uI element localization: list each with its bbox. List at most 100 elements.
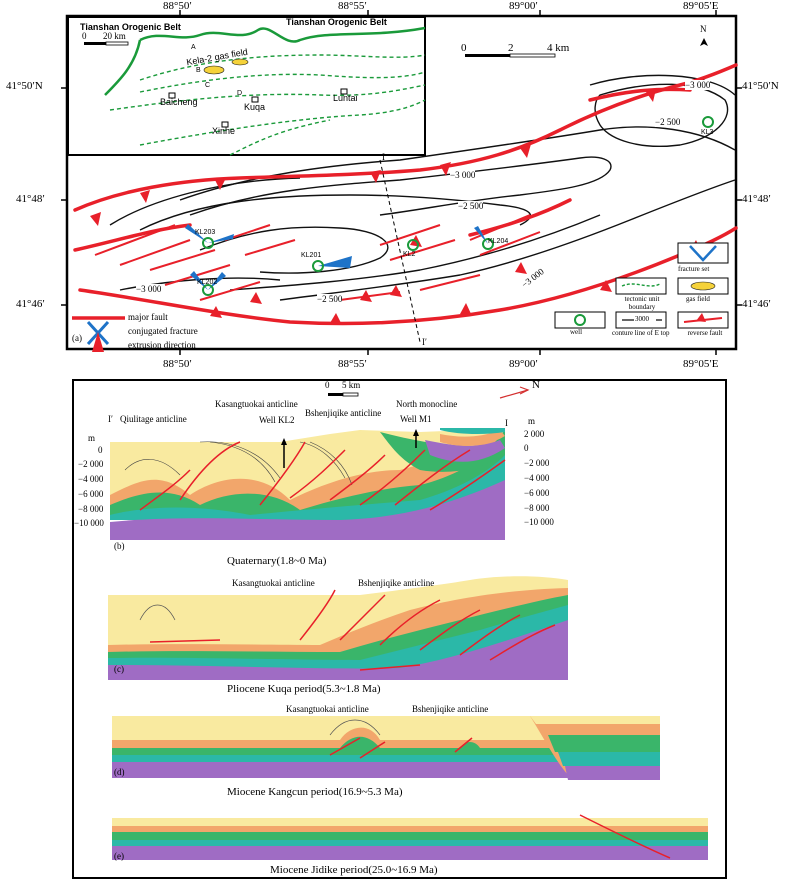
section-e-layers [112,818,708,860]
section-c-title-2: Bshenjiqike anticline [358,578,435,588]
section-c-caption: Pliocene Kuqa period(5.3~1.8 Ma) [227,683,381,695]
section-b-faults [139,441,506,511]
section-end-i-prime: I′ [422,337,427,347]
legend-reverse-fault: reverse fault [687,329,723,337]
depth-right-1: 0 [524,443,529,453]
inset-town-kuqa: Kuqa [244,102,266,112]
depth-left-0: 0 [98,445,103,455]
depth-left-1: −2 000 [78,459,104,469]
inset-zone-b: B [196,67,201,74]
map-north-label: N [700,24,707,34]
depth-left-2: −4 000 [78,474,104,484]
section-c-layers [108,576,568,680]
section-b-end-right: I [505,418,508,428]
coord-right-2: 41°48′ [742,193,771,205]
well-label-kl201: KL201 [301,252,322,259]
inset-town-markers [168,88,348,128]
coord-left-1: 41°50′N [6,80,43,92]
sections-frame [72,379,727,879]
depth-right-3: −4 000 [524,473,550,483]
inset-belt-left: Tianshan Orogenic Belt [80,22,181,32]
sections-north: N [532,379,540,391]
section-line [379,159,421,343]
depth-left-5: −10 000 [74,518,104,528]
well-markers [202,116,714,296]
legend-contour-value: 3000 [635,315,649,323]
section-b-title-1: Qiulitage anticline [120,414,187,424]
section-c-title-1: Kasangtuokai anticline [232,578,315,588]
inset-zone-c: C [205,82,211,89]
inset-zone-d: D [237,90,243,97]
inset-town-luntai: Luntai [333,93,358,103]
legend-extrusion-swatch [92,332,104,352]
inset-zone-a: A [191,44,196,51]
section-b-title-6: Well M1 [400,414,432,424]
section-d-caption: Miocene Kangcun period(16.9~5.3 Ma) [227,786,403,798]
map-svg [61,10,742,355]
map-scale-zero: 0 [461,42,467,54]
coord-bottom-2: 88°55′ [338,358,367,370]
well-label-kl203: KL203 [195,229,216,236]
section-end-i: I [382,152,385,162]
legend-tectonic-boundary: tectonic unit boundary [624,295,660,311]
section-e-panel: (e) [114,851,124,861]
contour-label-5: −2 500 [317,294,343,304]
inset-belt-right: Tianshan Orogenic Belt [286,17,387,27]
section-b-title-2: Kasangtuokai anticline [215,399,298,409]
inset-gas-field-1 [203,65,225,75]
scale-bar-black [465,54,510,57]
inset-scale-end: 20 km [103,31,126,41]
legend-gas-field: gas field [686,295,710,303]
section-d-faults [329,737,473,759]
well-label-kl2: KL2 [403,251,416,258]
section-b-caption: Quaternary(1.8~0 Ma) [227,555,327,567]
fault-teeth [90,89,702,325]
coord-top-4: 89°05′E [683,0,719,12]
section-e-caption: Miocene Jidike period(25.0~16.9 Ma) [270,864,438,876]
section-b-unit-left: m [88,433,96,443]
coord-left-3: 41°46′ [16,298,45,310]
well-label-kl202: KL202 [197,279,218,286]
section-b-title-4: Bshenjiqike anticline [305,408,382,418]
contour-label-2: −2 500 [655,117,681,127]
depth-right-0: 2 000 [524,429,545,439]
section-c-faults [149,589,556,671]
legend-major-fault: major fault [128,312,168,322]
inset-town-baicheng: Baicheng [160,97,198,107]
well-label-kl204: KL204 [488,238,509,245]
map-scale-end: 4 km [547,42,570,54]
well-label-kl3: KL3 [701,129,714,136]
map-scale-mid: 2 [508,42,514,54]
coord-top-1: 88°50′ [163,0,192,12]
section-b-title-5: North monocline [396,399,458,409]
sections-scale-end: 5 km [342,380,361,390]
section-c-panel: (c) [114,664,124,674]
section-b-title-3: Well KL2 [259,415,295,425]
inset-orogen-line [104,26,426,96]
legend-well: well [570,328,583,336]
sections-scale-zero: 0 [325,380,330,390]
section-d-panel: (d) [114,767,125,777]
coord-bottom-3: 89°00′ [509,358,538,370]
coord-left-2: 41°48′ [16,193,45,205]
legend-fracture-set: fracture set [678,265,710,273]
section-b-panel: (b) [114,541,125,551]
contour-label-3: −3 000 [450,170,476,180]
legend-extrusion: extrusion direction [128,340,196,350]
depth-right-6: −10 000 [524,517,554,527]
contour-lines [109,74,736,301]
coord-top-2: 88°55′ [338,0,367,12]
legend-conjugated: conjugated fracture [128,326,198,336]
coord-bottom-4: 89°05′E [683,358,719,370]
section-d-title-2: Bshenjiqike anticline [412,704,489,714]
inset-town-xinhe: Xinhe [212,126,236,136]
contour-label-6: −3 000 [136,284,162,294]
inset-box [67,16,426,156]
coord-bottom-1: 88°50′ [163,358,192,370]
section-e-fault [579,814,671,859]
inset-tectonic-boundaries [109,54,426,156]
inset-gas-field-2 [231,58,249,66]
legend-contour: conture line of E top [612,329,670,337]
section-d-layers [112,716,660,780]
